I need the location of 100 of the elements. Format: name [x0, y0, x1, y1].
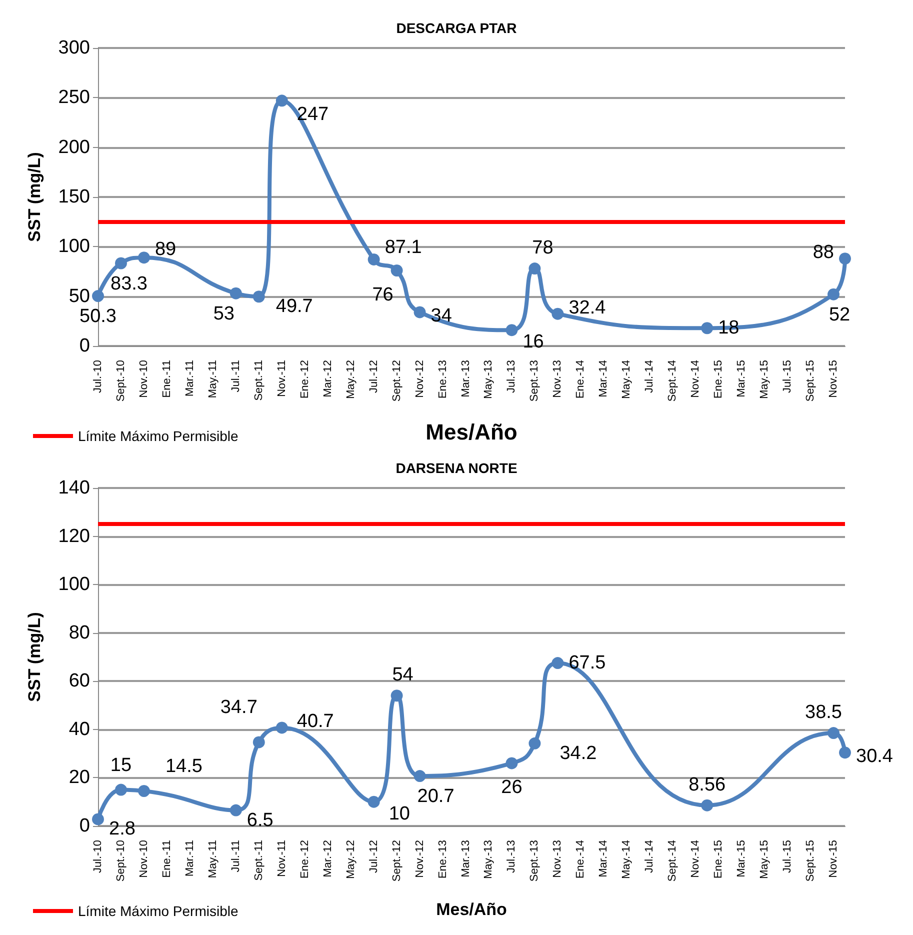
y-axis-title: SST (mg/L): [25, 152, 44, 242]
y-tick-label: 250: [58, 87, 90, 108]
chart-title: DARSENA NORTE: [396, 460, 518, 476]
x-tick-label: Sept.-14: [666, 360, 679, 402]
legend-label: Límite Máximo Permisible: [78, 428, 238, 444]
point: [276, 722, 288, 734]
x-tick-label: Jul.-13: [506, 360, 518, 394]
point: [230, 804, 242, 816]
point: [528, 737, 541, 750]
x-tick-label: Ene.-13: [436, 840, 449, 879]
data-label: 89: [154, 239, 176, 260]
x-tick-label: Nov.-12: [414, 360, 426, 398]
x-tick-label: May.-11: [206, 840, 219, 878]
x-tick-label: May.-14: [620, 840, 633, 879]
x-tick-label: Nov.-10: [138, 360, 150, 398]
point: [701, 322, 714, 334]
data-label: 50.3: [80, 306, 116, 328]
data-label: 30.4: [856, 746, 894, 768]
data-label: 34.2: [560, 742, 597, 764]
point: [252, 290, 265, 303]
x-tick-label: Sept.-11: [252, 840, 265, 881]
point: [414, 770, 426, 782]
x-tick-label: Mar.-11: [184, 360, 196, 396]
y-axis-title: SST (mg/L): [25, 612, 44, 702]
x-tick-label: May.-11: [206, 360, 219, 398]
x-tick-label: Jul.-11: [230, 360, 242, 392]
y-tick-label: 140: [58, 478, 90, 498]
x-tick-label: Jul.-10: [92, 840, 104, 874]
point: [368, 796, 380, 808]
point: [390, 264, 403, 277]
y-tick-label: 80: [68, 622, 90, 644]
data-label: 16: [522, 332, 544, 353]
y-tick-label: 50: [68, 286, 90, 307]
point: [506, 757, 518, 770]
chart-title: DESCARGA PTAR: [396, 20, 517, 36]
x-tick-label: Sept.-10: [114, 360, 127, 402]
x-tick-label: May.-15: [758, 840, 771, 879]
y-tick-label: 60: [68, 670, 90, 692]
data-label: 40.7: [296, 711, 334, 732]
y-tick-label: 0: [79, 816, 90, 836]
y-tick-label: 100: [58, 574, 90, 596]
x-tick-label: May.-12: [344, 840, 357, 879]
x-tick-label: May.-13: [482, 360, 495, 399]
point: [552, 657, 564, 670]
x-tick-label: Jul.-14: [644, 360, 656, 394]
x-tick-label: Nov.-11: [276, 360, 288, 397]
x-tick-label: Ene.-14: [574, 840, 587, 879]
data-label: 10: [388, 803, 410, 824]
x-tick-label: Jul.-13: [506, 840, 518, 874]
data-label: 6.5: [246, 810, 274, 831]
x-tick-label: Ene.-12: [298, 840, 311, 879]
data-label: 20.7: [417, 786, 454, 808]
point: [839, 746, 851, 759]
data-label: 32.4: [568, 297, 606, 318]
point: [828, 727, 840, 740]
x-tick-label: May.-14: [620, 360, 633, 399]
data-label: 52: [828, 304, 850, 326]
x-tick-label: Sept.-15: [804, 840, 817, 882]
y-tick-label: 100: [58, 236, 90, 258]
x-tick-label: Mar.-14: [598, 360, 610, 398]
data-label: 76: [372, 284, 394, 306]
data-label: 38.5: [805, 702, 842, 724]
x-tick-label: Ene.-15: [712, 360, 725, 399]
point: [828, 288, 840, 300]
point: [92, 813, 104, 826]
data-label: 2.8: [109, 818, 136, 840]
data-label: 15: [110, 754, 132, 776]
x-tick-label: Sept.-14: [666, 840, 679, 882]
point: [414, 306, 426, 318]
data-label: 53: [213, 303, 234, 324]
x-tick-label: Ene.-11: [160, 360, 173, 398]
point: [390, 690, 403, 702]
x-tick-label: Mar.-13: [460, 840, 472, 878]
data-label: 26: [501, 777, 522, 798]
x-tick-label: Mar.-11: [184, 840, 196, 876]
point: [368, 253, 380, 266]
point: [701, 799, 714, 812]
x-tick-label: Jul.-10: [92, 360, 104, 394]
y-tick-label: 0: [79, 336, 90, 356]
x-axis-title: Mes/Año: [436, 900, 507, 919]
x-tick-label: Nov.-15: [828, 360, 840, 398]
y-tick-label: 200: [58, 136, 90, 158]
x-tick-label: Sept.-13: [528, 840, 541, 882]
point: [230, 287, 242, 300]
x-tick-label: Ene.-14: [574, 360, 587, 399]
x-tick-label: Sept.-13: [528, 360, 541, 402]
data-label: 8.56: [688, 774, 726, 796]
x-tick-label: Jul.-12: [368, 840, 380, 874]
point: [552, 308, 564, 320]
x-tick-label: Mar.-15: [736, 360, 748, 398]
x-tick-label: Jul.-11: [230, 840, 242, 872]
x-tick-label: Ene.-13: [436, 360, 449, 399]
y-tick-label: 20: [68, 767, 90, 788]
x-tick-label: May.-12: [344, 360, 357, 399]
x-tick-label: Ene.-12: [298, 360, 311, 399]
data-label: 83.3: [110, 273, 148, 294]
y-tick-label: 120: [58, 526, 90, 547]
point: [114, 257, 127, 270]
data-label: 87.1: [384, 236, 422, 258]
x-tick-label: May.-15: [758, 360, 771, 399]
